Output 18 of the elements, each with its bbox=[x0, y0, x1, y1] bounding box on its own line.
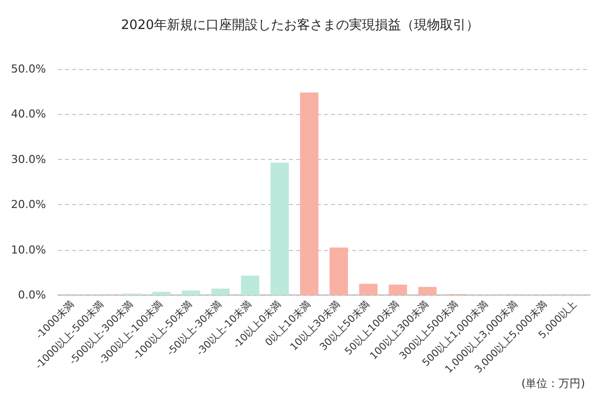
bar bbox=[240, 276, 260, 295]
y-tick-label: 20.0% bbox=[11, 198, 46, 212]
chart-title: 2020年新規に口座開設したお客さまの実現損益（現物取引） bbox=[120, 17, 480, 33]
bar bbox=[359, 284, 378, 295]
bar bbox=[330, 248, 348, 295]
bar bbox=[152, 292, 171, 295]
text: (単位：万円) bbox=[521, 377, 586, 390]
y-tick-label: 30.0% bbox=[11, 152, 46, 166]
y-tick-label: 10.0% bbox=[11, 243, 46, 256]
bar bbox=[211, 288, 230, 295]
y-tick-label: 50.0% bbox=[11, 62, 46, 76]
bar bbox=[300, 92, 318, 295]
bar bbox=[182, 290, 200, 295]
bar bbox=[270, 162, 289, 295]
bar bbox=[418, 286, 437, 295]
bar bbox=[388, 284, 408, 295]
y-tick-label: 40.0% bbox=[11, 108, 46, 121]
y-tick-label: 0.0% bbox=[18, 288, 46, 302]
